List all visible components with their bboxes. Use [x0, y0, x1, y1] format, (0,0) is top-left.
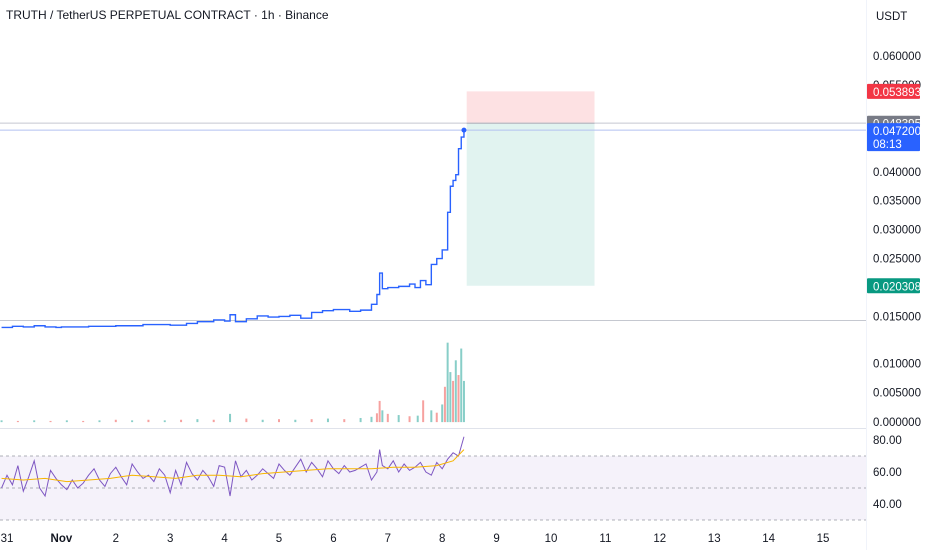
rsi-ma-line	[1, 449, 465, 483]
last-price-tag-box	[867, 123, 920, 152]
volume-bar	[0, 420, 3, 423]
stop-zone	[466, 91, 595, 124]
volume-bar	[441, 404, 444, 423]
volume-bar	[435, 412, 438, 423]
volume-tick-label: 0.010000	[873, 358, 921, 370]
volume-bar	[131, 420, 134, 423]
stop-price-tag-text: 0.053893	[873, 87, 921, 99]
volume-bar	[212, 419, 215, 423]
time-tick-label: 13	[708, 533, 721, 545]
price-tick-label: 0.025000	[873, 254, 921, 266]
time-tick-label: 31	[1, 533, 14, 545]
volume-bar	[359, 417, 362, 423]
target-zone	[466, 123, 595, 286]
price-line	[1, 130, 465, 329]
price-tick-label: 0.030000	[873, 225, 921, 237]
time-tick-label: 14	[762, 533, 775, 545]
grid-layer	[0, 0, 867, 550]
price-series	[1, 127, 467, 329]
volume-bar	[180, 419, 183, 423]
volume-bar	[163, 420, 166, 423]
target-price-tag-text: 0.020308	[873, 281, 921, 293]
time-tick-label: 2	[113, 533, 119, 545]
chart-title: TRUTH / TetherUS PERPETUAL CONTRACT · 1h…	[6, 8, 329, 22]
rsi-tick-label: 60.00	[873, 467, 902, 479]
time-tick-label: 6	[330, 533, 336, 545]
volume-bar	[370, 416, 373, 423]
volume-bar	[326, 418, 329, 423]
last-price-tag-text: 08:13	[873, 139, 902, 151]
volume-bar	[245, 418, 248, 423]
time-tick-label: 3	[167, 533, 173, 545]
volume-bar	[381, 410, 384, 423]
target-price-tag-box	[867, 278, 920, 294]
volume-bar	[416, 415, 419, 423]
volume-bar	[16, 420, 19, 423]
time-tick-label: 11	[599, 533, 611, 545]
volume-bar	[114, 419, 117, 423]
price-axis[interactable]: 0.0600000.0550000.0400000.0350000.030000…	[873, 51, 921, 511]
volume-bar	[294, 419, 297, 423]
time-tick-label: 5	[276, 533, 282, 545]
volume-bar	[462, 380, 465, 423]
rsi-tick-label: 80.00	[873, 435, 902, 447]
volume-bar	[229, 413, 232, 423]
price-tick-label: 0.015000	[873, 311, 921, 323]
last-price-tag-text: 0.047200	[873, 126, 921, 138]
target-price-tag: 0.020308	[867, 278, 921, 294]
time-tick-label: 4	[221, 533, 228, 545]
volume-bar	[457, 375, 460, 423]
last-price-dot	[461, 127, 467, 133]
volume-bar	[310, 419, 313, 423]
volume-bar	[422, 400, 425, 423]
volume-bar	[49, 420, 52, 423]
time-tick-label: 8	[439, 533, 445, 545]
volume-bar	[454, 360, 457, 423]
volume-bar	[375, 413, 378, 423]
currency-label: USDT	[876, 11, 907, 23]
time-tick-label: 15	[817, 533, 830, 545]
time-tick-label: Nov	[51, 533, 73, 545]
volume-bar	[378, 400, 381, 423]
time-tick-label: 9	[493, 533, 499, 545]
volume-bar	[430, 410, 433, 423]
volume-bars	[0, 342, 465, 423]
rsi-tick-label: 40.00	[873, 499, 902, 511]
volume-bar	[147, 419, 150, 423]
volume-bar	[278, 419, 280, 423]
volume-bar	[397, 415, 400, 423]
time-tick-label: 10	[545, 533, 558, 545]
rsi-pane	[0, 436, 866, 521]
price-tick-label: 0.040000	[873, 167, 921, 179]
price-tick-label: 0.060000	[873, 51, 921, 63]
volume-bar	[449, 372, 452, 423]
volume-bar	[261, 419, 264, 423]
volume-bar	[386, 413, 389, 423]
volume-bar	[452, 380, 455, 423]
stop-price-tag: 0.053893	[867, 83, 921, 99]
position-tool[interactable]	[466, 91, 595, 286]
horizontal-lines	[0, 122, 866, 322]
volume-bar	[65, 420, 68, 423]
volume-bar	[98, 420, 101, 423]
volume-bar	[443, 386, 446, 423]
volume-tick-label: 0.005000	[873, 388, 921, 400]
time-axis[interactable]: 31 Nov 2 3 4 5 6 7 8 9 10 11 12 13 14 15	[1, 533, 830, 545]
volume-bar	[460, 348, 463, 423]
volume-bar	[196, 419, 199, 423]
stop-price-tag-box	[867, 83, 920, 99]
volume-tick-label: 0.000000	[873, 417, 921, 429]
volume-bar	[343, 419, 346, 423]
volume-bar	[33, 420, 36, 423]
volume-bar	[408, 416, 411, 423]
volume-bar	[446, 342, 449, 423]
volume-bar	[82, 420, 85, 423]
time-tick-label: 7	[385, 533, 391, 545]
time-tick-label: 12	[653, 533, 666, 545]
price-tick-label: 0.035000	[873, 196, 921, 208]
